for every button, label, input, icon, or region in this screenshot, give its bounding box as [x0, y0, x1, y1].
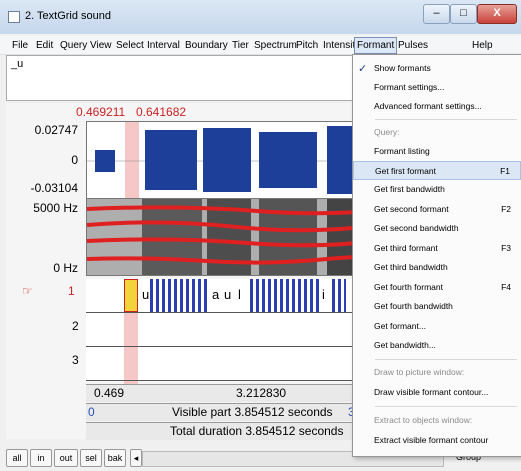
visible-end: 3	[348, 405, 355, 419]
menu-pitch[interactable]: Pitch	[296, 40, 319, 51]
selection-end-time: 0.641682	[136, 105, 187, 119]
formant-menu-dropdown: ✓ Show formants Formant settings... Advan…	[352, 54, 521, 457]
menu-get-fourth-bandwidth[interactable]: Get fourth bandwidth	[374, 301, 453, 311]
amplitude-min-label: -0.03104	[30, 181, 78, 195]
menu-interval[interactable]: Interval	[147, 40, 180, 51]
tier-pointer-icon: ☞	[22, 284, 33, 298]
menu-extract-heading: Extract to objects window:	[374, 415, 473, 425]
menu-boundary[interactable]: Boundary	[185, 40, 228, 51]
menu-separator	[375, 406, 517, 407]
zoom-in-button[interactable]: in	[30, 449, 52, 467]
menu-view[interactable]: View	[90, 40, 112, 51]
visible-start: 0	[88, 405, 95, 419]
zoom-out-button[interactable]: out	[54, 449, 78, 467]
menu-separator	[375, 119, 517, 120]
segment-label: l	[238, 287, 241, 302]
menu-get-second-formant[interactable]: Get second formant F2	[374, 204, 511, 214]
selection-start-time: 0.469211	[76, 105, 126, 119]
visible-part-label: Visible part 3.854512 seconds	[172, 405, 333, 419]
waveform-burst	[259, 132, 317, 188]
app-icon	[8, 11, 20, 23]
menu-help[interactable]: Help	[472, 40, 493, 51]
menu-intensity[interactable]: Intensity	[323, 40, 361, 51]
segment-label: i	[322, 287, 325, 302]
zoom-selection-button[interactable]: sel	[80, 449, 102, 467]
menu-spectrum[interactable]: Spectrum	[254, 40, 297, 51]
total-duration-label: Total duration 3.854512 seconds	[170, 424, 344, 438]
selection-duration: 3.212830	[236, 386, 287, 400]
frequency-max-label: 5000 Hz	[33, 201, 78, 215]
spectrogram-dark-band	[142, 199, 202, 275]
menu-get-first-bandwidth[interactable]: Get first bandwidth	[374, 184, 445, 194]
scroll-left-icon[interactable]: ◂	[130, 449, 142, 467]
menu-formant-listing[interactable]: Formant listing	[374, 146, 430, 156]
menu-get-first-formant[interactable]: Get first formant F1	[353, 161, 521, 180]
menu-extract-visible-formant-contour[interactable]: Extract visible formant contour	[374, 435, 489, 445]
menu-bar: File Edit Query View Select Interval Bou…	[0, 36, 521, 55]
minimize-button[interactable]: –	[423, 4, 450, 24]
menu-edit[interactable]: Edit	[36, 40, 54, 51]
waveform-burst	[145, 130, 197, 190]
maximize-button[interactable]: □	[450, 4, 477, 24]
menu-get-second-bandwidth[interactable]: Get second bandwidth	[374, 223, 459, 233]
menu-query-heading: Query:	[374, 127, 400, 137]
menu-get-formant[interactable]: Get formant...	[374, 321, 426, 331]
selection-start-short: 0.469	[94, 386, 125, 400]
amplitude-max-label: 0.02747	[34, 123, 78, 137]
close-button[interactable]: X	[477, 4, 517, 24]
menu-advanced-formant-settings[interactable]: Advanced formant settings...	[374, 101, 482, 111]
menu-tier[interactable]: Tier	[232, 40, 249, 51]
segment-label: a	[212, 287, 220, 302]
zoom-all-button[interactable]: all	[6, 449, 28, 467]
menu-pulses[interactable]: Pulses	[398, 40, 429, 51]
group-checkbox-label[interactable]: Group	[456, 452, 482, 462]
zoom-back-button[interactable]: bak	[104, 449, 126, 467]
checkmark-icon: ✓	[358, 63, 368, 75]
menu-get-fourth-formant[interactable]: Get fourth formant F4	[374, 282, 511, 292]
menu-show-formants[interactable]: ✓ Show formants	[353, 59, 521, 78]
tier-3-number: 3	[72, 353, 79, 367]
waveform-selection	[125, 122, 139, 198]
waveform-burst	[203, 128, 251, 192]
selected-interval[interactable]	[124, 279, 138, 312]
selection-band	[124, 313, 138, 346]
menu-formant[interactable]: Formant	[354, 37, 398, 54]
menu-get-third-bandwidth[interactable]: Get third bandwidth	[374, 262, 448, 272]
boundaries-group	[250, 279, 320, 312]
boundaries-group	[332, 279, 346, 312]
menu-formant-settings[interactable]: Formant settings...	[374, 82, 445, 92]
menu-draw-heading: Draw to picture window:	[374, 367, 465, 377]
segment-label: u	[142, 287, 150, 302]
title-bar[interactable]: 2. TextGrid sound – □ X	[0, 0, 521, 34]
boundaries-group	[150, 279, 210, 312]
segment-label: u	[224, 287, 232, 302]
menu-query[interactable]: Query	[60, 40, 88, 51]
menu-get-third-formant[interactable]: Get third formant F3	[374, 243, 511, 253]
tier-2-number: 2	[72, 319, 79, 333]
menu-get-bandwidth[interactable]: Get bandwidth...	[374, 340, 436, 350]
tier-1-number: 1	[68, 284, 75, 298]
interval-text-value: _u	[11, 58, 24, 70]
waveform-burst	[95, 150, 115, 172]
window-title: 2. TextGrid sound	[25, 10, 112, 22]
menu-select[interactable]: Select	[116, 40, 144, 51]
selection-band	[124, 347, 138, 380]
menu-draw-visible-formant-contour[interactable]: Draw visible formant contour...	[374, 387, 489, 397]
menu-separator	[375, 359, 517, 360]
amplitude-zero-label: 0	[71, 153, 78, 167]
menu-file[interactable]: File	[12, 40, 29, 51]
frequency-min-label: 0 Hz	[53, 261, 78, 275]
